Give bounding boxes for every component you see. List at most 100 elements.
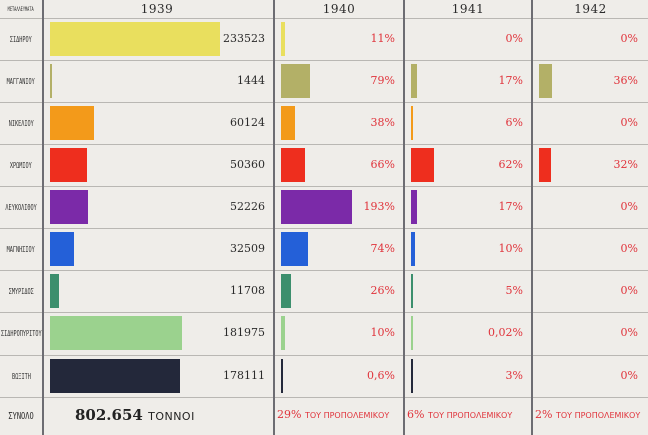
value-1942: 0% [620,32,638,45]
total-pct1940-suffix: ΤΟΥ ΠΡΟΠΟΛΕΜΙΚΟΥ [304,411,390,420]
bar-1939 [50,274,59,308]
row-label: ΛΕΥΚΟΛΙΘΟΥ [0,186,42,228]
row-label: ΣΙΔΗΡΟΥ [0,18,42,60]
row-divider [0,312,648,313]
bar-1941 [411,232,415,266]
value-1939: 50360 [230,158,265,171]
bar-1939 [50,106,94,140]
total-pct1942: 2% ΤΟΥ ΠΡΟΠΟΛΕΜΙΚΟΥ [535,408,646,421]
row-divider [0,270,648,271]
bar-1940 [281,316,285,350]
total-pct1940: 29% ΤΟΥ ΠΡΟΠΟΛΕΜΙΚΟΥ [277,408,403,421]
value-1941: 0% [505,32,523,45]
value-1941: 0,02% [488,326,523,339]
value-1942: 0% [620,200,638,213]
row-divider [0,397,648,398]
row-label-text: ΜΑΓΓΑΝΙΟΥ [6,76,36,86]
value-1939: 11708 [230,284,265,297]
value-1942: 0% [620,116,638,129]
row-label: ΧΡΩΜΙΟΥ [0,144,42,186]
header-corner: ΜΕΤΑΛΛΕΥΜΑΤΑ [0,0,42,18]
bar-1939 [50,64,52,98]
row-label: ΒΩΞΙΤΗ [0,355,42,397]
row-label: ΝΙΚΕΛΙΟΥ [0,102,42,144]
value-1942: 0% [620,326,638,339]
value-1941: 62% [498,158,523,171]
bar-1942 [539,64,553,98]
bar-1940 [281,232,309,266]
row-divider [0,60,648,61]
value-1941: 3% [505,369,523,382]
total-pct1942-suffix: ΤΟΥ ΠΡΟΠΟΛΕΜΙΚΟΥ [555,411,641,420]
total-pct1942-value: 2% [535,408,553,421]
row-divider [0,144,648,145]
total-label-text: ΣΥΝΟΛΟ [8,410,34,422]
bar-1939 [50,22,220,56]
row-label-text: ΒΩΞΙΤΗ [11,371,31,381]
row-label: ΣΜΥΡΙΔΟΣ [0,270,42,312]
value-1940: 10% [370,326,395,339]
value-1940: 79% [370,74,395,87]
header-1942: 1942 [574,2,607,16]
value-1939: 32509 [230,242,265,255]
bar-1940 [281,359,283,393]
total-pct1941-suffix: ΤΟΥ ΠΡΟΠΟΛΕΜΙΚΟΥ [427,411,513,420]
total-value-number: 802.654 [75,406,143,424]
row-label-text: ΣΙΔΗΡΟΠΥΡΙΤΟΥ [0,328,42,338]
value-1940: 74% [370,242,395,255]
header-1941: 1941 [451,2,485,16]
total-value-unit: ΤΟΝΝΟΙ [148,410,195,423]
bar-1939 [50,190,89,224]
value-1939: 178111 [223,369,265,382]
bar-1940 [281,148,306,182]
value-1941: 17% [498,74,523,87]
value-1942: 0% [620,284,638,297]
row-divider [0,355,648,356]
bar-1939 [50,232,74,266]
value-1940: 26% [370,284,395,297]
value-1940: 38% [370,116,395,129]
value-1939: 1444 [237,74,265,87]
bar-1940 [281,22,286,56]
value-1941: 6% [505,116,523,129]
header-corner-label: ΜΕΤΑΛΛΕΥΜΑΤΑ [7,5,35,13]
row-label: ΜΑΓΓΑΝΙΟΥ [0,60,42,102]
value-1939: 181975 [223,326,265,339]
row-label-text: ΣΙΔΗΡΟΥ [10,34,32,44]
row-label-text: ΛΕΥΚΟΛΙΘΟΥ [5,202,37,212]
bar-1941 [411,274,413,308]
value-1940: 66% [370,158,395,171]
value-1939: 52226 [230,200,265,213]
row-divider [0,228,648,229]
value-1941: 10% [498,242,523,255]
row-divider [0,186,648,187]
total-pct1941-value: 6% [407,408,425,421]
column-divider [531,0,533,435]
row-label: ΜΑΓΝΗΣΙΟΥ [0,228,42,270]
value-1940: 11% [370,32,395,45]
total-label: ΣΥΝΟΛΟ [0,397,42,435]
row-label-text: ΣΜΥΡΙΔΟΣ [8,286,34,296]
bar-1940 [281,64,311,98]
bar-1940 [281,106,296,140]
bar-1942 [539,148,551,182]
bar-1940 [281,190,353,224]
bar-1941 [411,148,434,182]
bar-1941 [411,64,418,98]
value-1939: 233523 [223,32,265,45]
bar-1941 [411,190,418,224]
header-1940: 1940 [322,2,356,16]
row-label-text: ΜΑΓΝΗΣΙΟΥ [6,244,36,254]
bar-1939 [50,148,87,182]
value-1941: 17% [498,200,523,213]
bar-1941 [411,316,413,350]
row-label-text: ΝΙΚΕΛΙΟΥ [8,118,34,128]
row-label: ΣΙΔΗΡΟΠΥΡΙΤΟΥ [0,312,42,354]
total-pct1940-value: 29% [277,408,302,421]
value-1942: 0% [620,242,638,255]
value-1940: 193% [363,200,395,213]
value-1939: 60124 [230,116,265,129]
bar-1941 [411,106,414,140]
row-label-text: ΧΡΩΜΙΟΥ [10,160,32,170]
value-1942: 0% [620,369,638,382]
